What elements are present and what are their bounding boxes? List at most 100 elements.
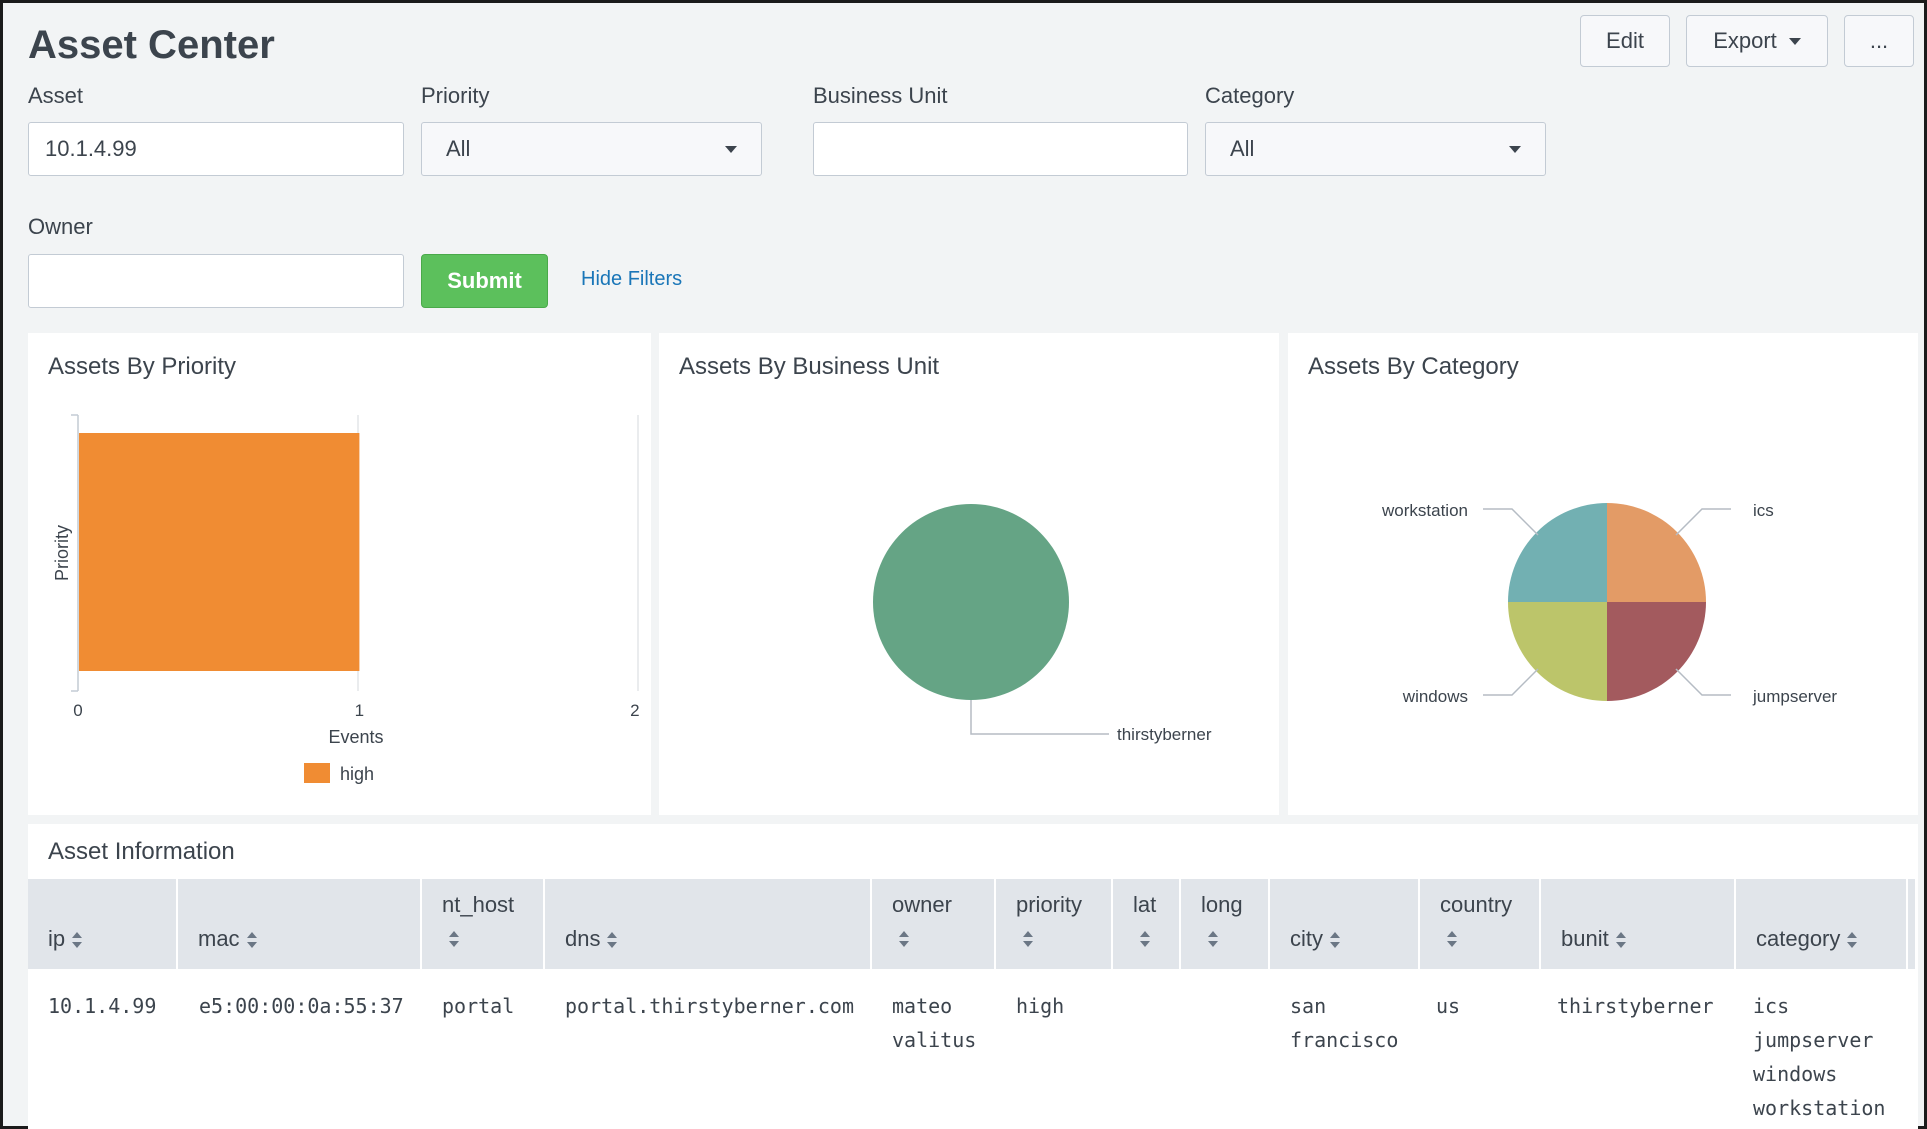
pie-slice-ics[interactable] (1607, 503, 1706, 602)
column-header-lat[interactable]: lat (1113, 879, 1181, 969)
category-panel: Assets By Category ics jumpserver window… (1288, 333, 1918, 815)
pie-slice-jumpserver[interactable] (1607, 602, 1706, 701)
category-pie-chart: ics jumpserver windows workstation (1381, 501, 1837, 706)
legend-swatch (304, 763, 330, 783)
sort-icon (1022, 930, 1034, 948)
sort-icon (1207, 930, 1219, 948)
owner-input[interactable] (28, 254, 404, 308)
submit-button[interactable]: Submit (421, 254, 548, 308)
business-unit-label: Business Unit (813, 83, 948, 108)
column-header-label: city (1290, 926, 1341, 952)
business-unit-pie-chart: thirstyberner (873, 504, 1212, 744)
asset-label: Asset (28, 83, 84, 108)
column-header-text: ip (48, 926, 66, 951)
sort-icon (898, 930, 910, 948)
column-header-label: bunit (1561, 926, 1627, 952)
sort-icon (71, 931, 83, 949)
asset-info-panel-title: Asset Information (48, 838, 235, 865)
cell-category-line: windows (1753, 1062, 1838, 1086)
column-header-country[interactable]: country (1420, 879, 1541, 969)
cell-mac: e5:00:00:0a:55:37 (199, 994, 404, 1018)
more-actions-button[interactable]: ... (1844, 15, 1914, 67)
pie-label: jumpserver (1752, 687, 1837, 706)
cell-city-line: san (1290, 994, 1327, 1018)
category-select-value: All (1230, 136, 1255, 161)
x-tick-label: 1 (355, 701, 364, 720)
column-header-long[interactable]: long (1181, 879, 1270, 969)
pie-slice-thirstyberner (873, 504, 1069, 700)
pie-leader-line (1675, 508, 1731, 536)
sort-icon (1139, 930, 1151, 948)
edit-button[interactable]: Edit (1580, 15, 1670, 67)
sort-icon (448, 930, 460, 948)
cell-country: us (1436, 994, 1461, 1018)
column-header-nt-host[interactable]: nt_host (422, 879, 545, 969)
pie-leader-line (1483, 668, 1539, 696)
column-header-text: city (1290, 926, 1323, 951)
column-header-city[interactable]: city (1270, 879, 1420, 969)
sort-icon (1446, 930, 1458, 948)
cell-ip: 10.1.4.99 (48, 994, 157, 1018)
sort-icon (606, 931, 618, 949)
pie-slice-windows[interactable] (1508, 602, 1607, 701)
column-header-dns[interactable]: dns (545, 879, 872, 969)
pie-leader-line (1483, 508, 1539, 536)
column-header-mac[interactable]: mac (178, 879, 422, 969)
business-unit-input[interactable] (813, 122, 1188, 176)
priority-select-value: All (446, 136, 471, 161)
chevron-down-icon (1788, 37, 1801, 45)
export-label: Export (1713, 28, 1777, 53)
pie-label: ics (1753, 501, 1774, 520)
pie-label: workstation (1381, 501, 1468, 520)
column-header-text: dns (565, 926, 601, 951)
column-header-text: owner (892, 892, 952, 917)
cell-nt-host: portal (442, 994, 515, 1018)
category-select[interactable]: All (1205, 122, 1546, 176)
column-header-owner[interactable]: owner (872, 879, 996, 969)
legend-label: high (340, 764, 374, 784)
cell-category-line: jumpserver (1753, 1028, 1874, 1052)
column-header-text: nt_host (442, 892, 515, 917)
hide-filters-link[interactable]: Hide Filters (581, 268, 683, 290)
sort-icon (246, 931, 258, 949)
pie-leader-line (1675, 668, 1731, 696)
top-actions: Edit Export ... (1580, 15, 1914, 67)
category-panel-title: Assets By Category (1308, 353, 1519, 380)
asset-info-panel: Asset Information ip mac nt_host dns own… (28, 824, 1918, 1129)
cell-city-line: francisco (1290, 1028, 1399, 1052)
priority-label: Priority (421, 83, 490, 108)
y-axis-label: Priority (52, 525, 72, 581)
priority-panel: Assets By Priority 0 1 2 Priority Events h… (28, 333, 651, 815)
cell-owner: mateo valitus (892, 989, 976, 1057)
sort-icon (1615, 931, 1627, 949)
column-header-ip[interactable]: ip (28, 879, 178, 969)
column-header-text: priority (1016, 892, 1083, 917)
column-header-category[interactable]: category (1736, 879, 1908, 969)
column-header-text: bunit (1561, 926, 1609, 951)
owner-label: Owner (28, 214, 93, 239)
cell-priority: high (1016, 994, 1065, 1018)
x-axis-label: Events (328, 727, 383, 747)
column-header-bunit[interactable]: bunit (1541, 879, 1736, 969)
cell-bunit: thirstyberner (1557, 994, 1714, 1018)
priority-select[interactable]: All (421, 122, 762, 176)
pie-label: windows (1402, 687, 1468, 706)
column-header-text: lat (1133, 892, 1157, 917)
export-button[interactable]: Export (1686, 15, 1828, 67)
sort-icon (1846, 931, 1858, 949)
chevron-down-icon (1509, 145, 1521, 153)
column-header-label: dns (565, 926, 618, 952)
table-header: ip mac nt_host dns owner priority lat lo… (28, 879, 1915, 969)
pie-slice-workstation[interactable] (1508, 503, 1607, 602)
bar-high[interactable] (79, 433, 360, 671)
column-header-priority[interactable]: priority (996, 879, 1113, 969)
column-header-label: ip (48, 926, 83, 952)
column-header-text: country (1440, 892, 1513, 917)
chevron-down-icon (725, 145, 737, 153)
asset-input[interactable] (28, 122, 404, 176)
cell-category-line: workstation (1753, 1096, 1886, 1120)
cell-dns: portal.thirstyberner.com (565, 994, 854, 1018)
pie-leader-line (970, 700, 1109, 735)
business-unit-panel: Assets By Business Unit thirstyberner (659, 333, 1279, 815)
column-header-text: category (1756, 926, 1841, 951)
